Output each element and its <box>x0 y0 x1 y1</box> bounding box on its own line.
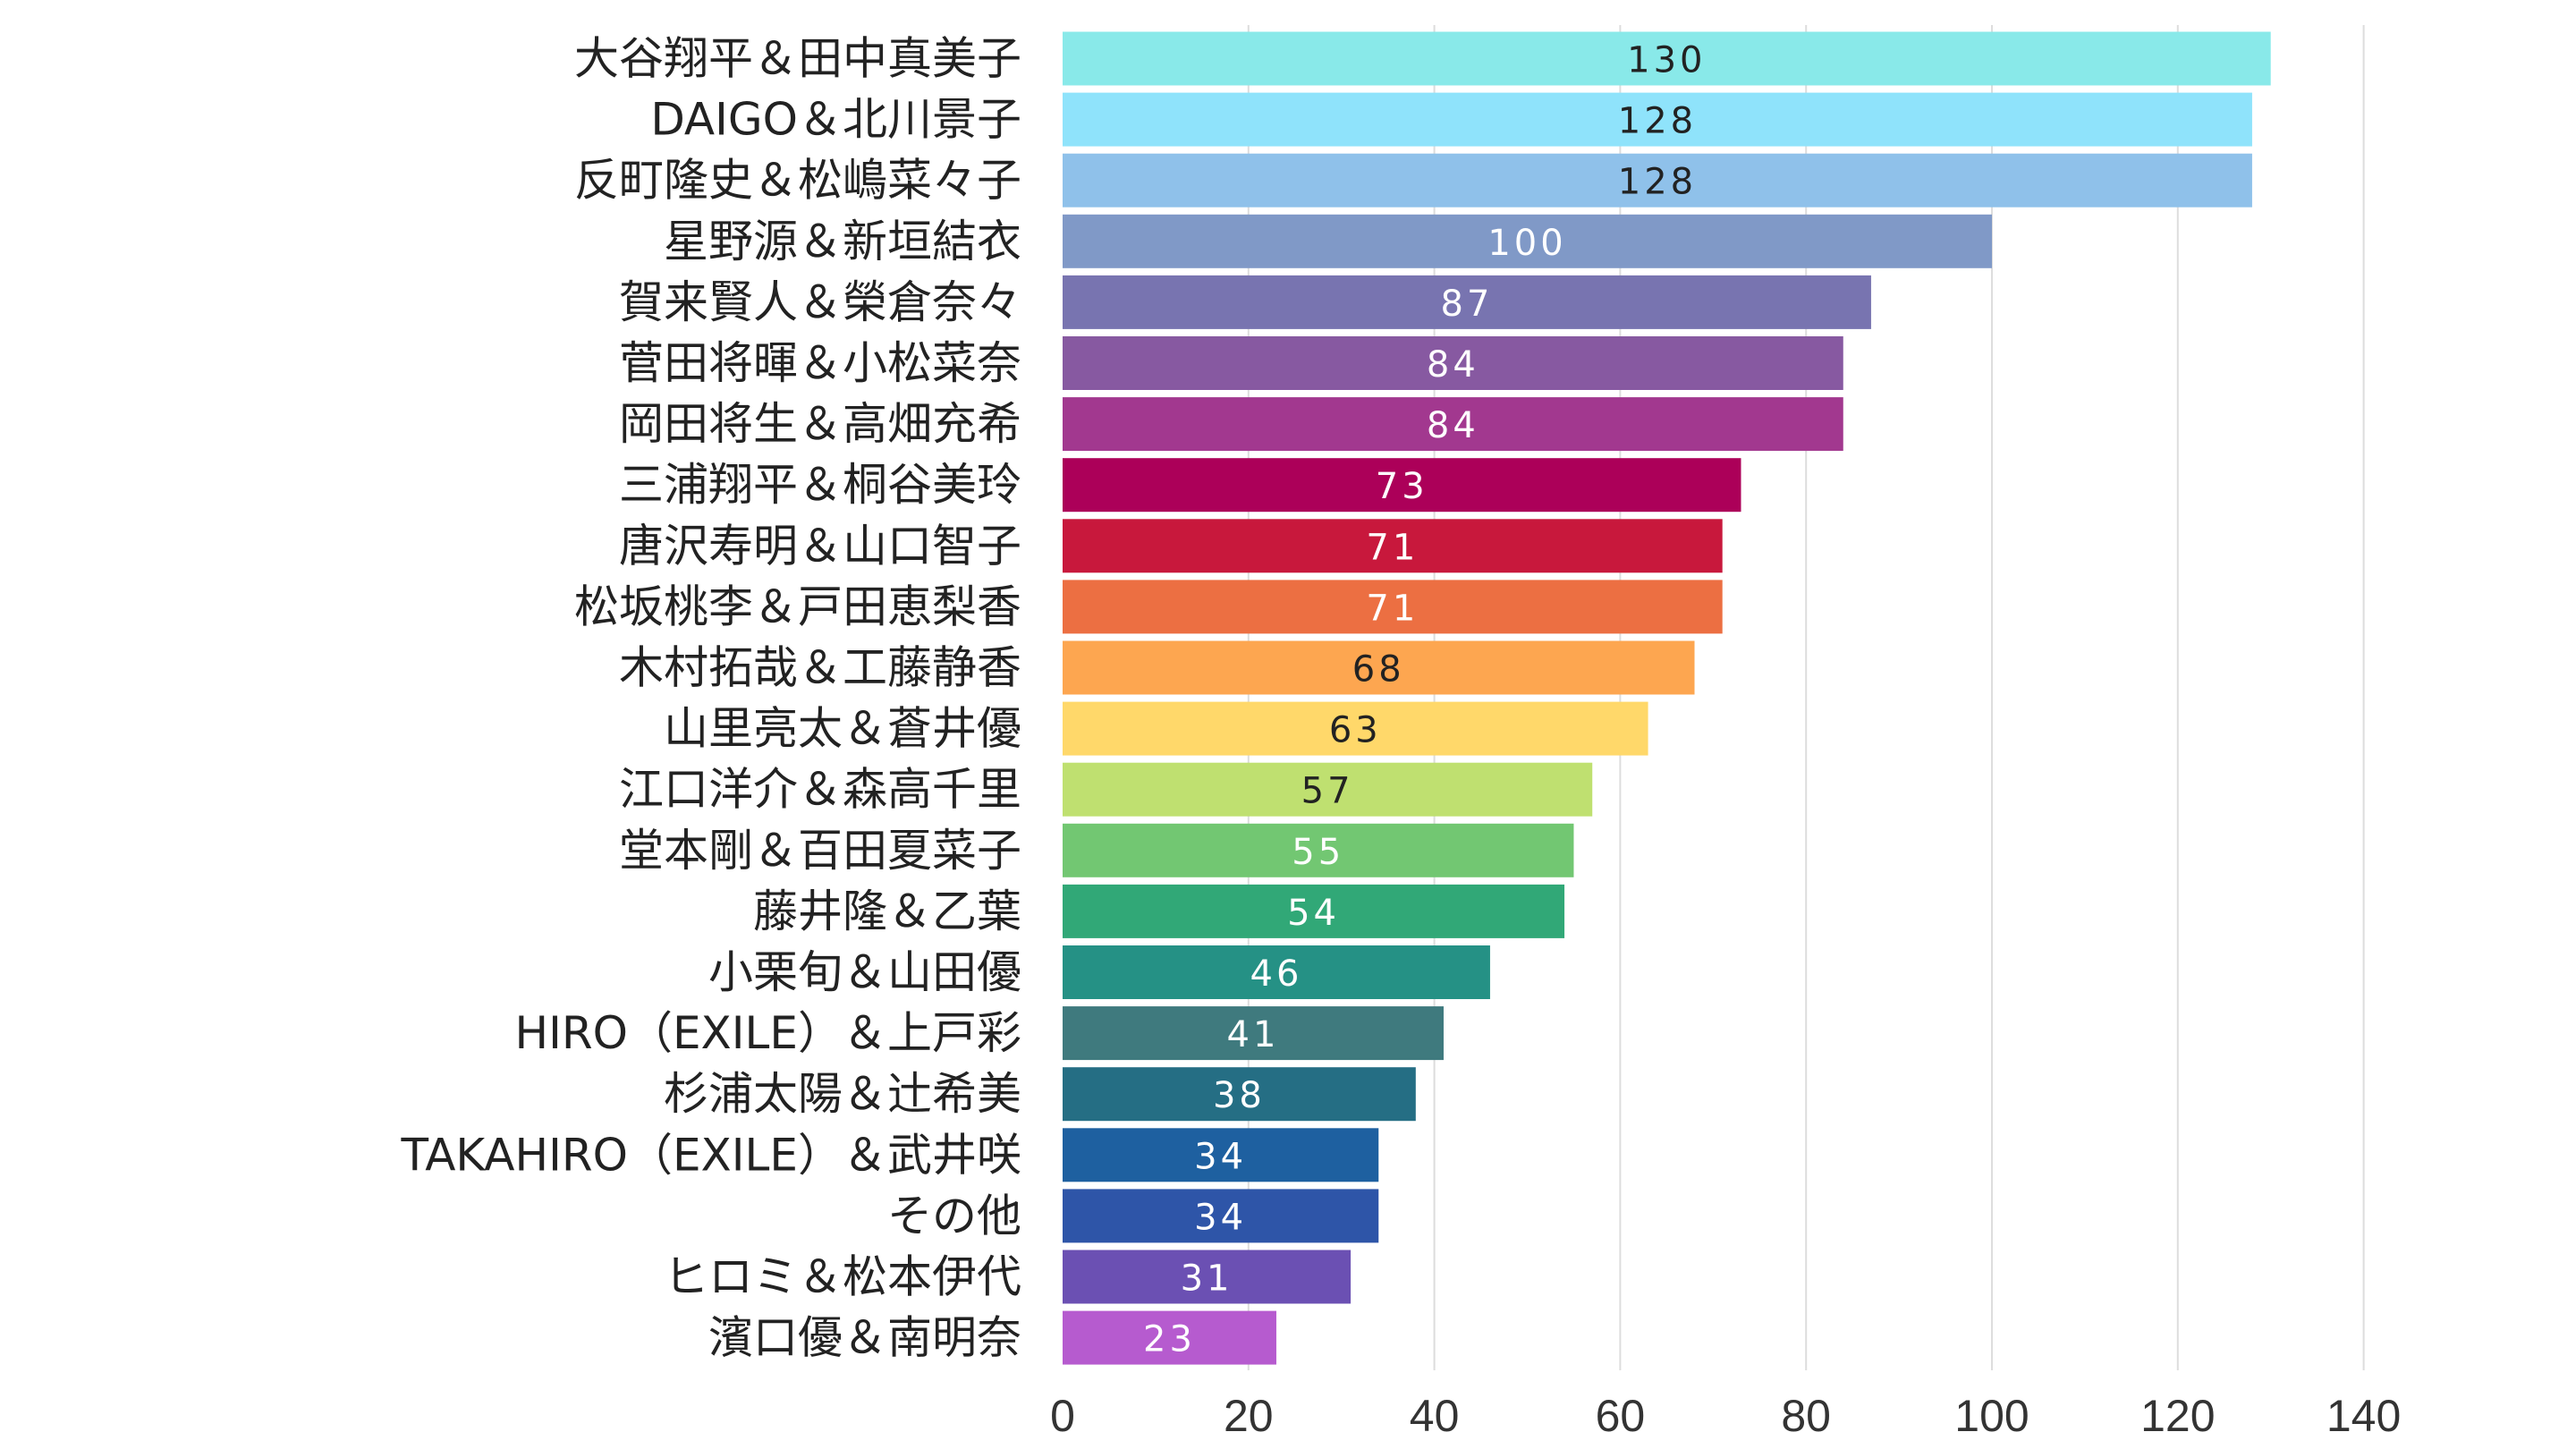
bar <box>1063 1067 1416 1122</box>
x-tick-label: 60 <box>1596 1391 1646 1441</box>
bar-value-label: 34 <box>1194 1136 1247 1177</box>
bar <box>1063 1189 1379 1243</box>
bar-value-label: 100 <box>1487 223 1566 264</box>
category-label: 松坂桃李＆戸田恵梨香 <box>574 580 1021 632</box>
bar <box>1063 336 1843 390</box>
bar-value-label: 57 <box>1301 771 1354 812</box>
bar-value-label: 31 <box>1181 1258 1233 1300</box>
category-label: 木村拓哉＆工藤静香 <box>619 642 1021 694</box>
bar <box>1063 458 1741 513</box>
bar <box>1063 1006 1444 1061</box>
bar-value-label: 34 <box>1194 1197 1247 1238</box>
bar-value-label: 71 <box>1366 527 1419 568</box>
category-label: 賀来賢人＆榮倉奈々 <box>619 276 1021 328</box>
bar-value-label: 41 <box>1227 1014 1280 1055</box>
bar <box>1063 1250 1352 1304</box>
category-label: TAKAHIRO（EXILE）＆武井咲 <box>401 1129 1021 1181</box>
category-label: 江口洋介＆森高千里 <box>619 764 1021 816</box>
x-tick-label: 120 <box>2140 1391 2215 1441</box>
category-label: 藤井隆＆乙葉 <box>753 886 1021 937</box>
category-label: 反町隆史＆松嶋菜々子 <box>574 155 1021 207</box>
category-label: 堂本剛＆百田夏菜子 <box>619 825 1021 877</box>
category-label: 濱口優＆南明奈 <box>708 1312 1021 1364</box>
bar <box>1063 640 1695 695</box>
category-label: 唐沢寿明＆山口智子 <box>619 520 1021 572</box>
bar-value-label: 87 <box>1441 284 1494 325</box>
bar <box>1063 762 1593 817</box>
category-label: 山里亮太＆蒼井優 <box>664 703 1021 755</box>
bar-value-label: 128 <box>1618 162 1697 203</box>
bar <box>1063 214 1992 268</box>
bar <box>1063 823 1574 877</box>
category-label: DAIGO＆北川景子 <box>650 94 1021 146</box>
bar <box>1063 397 1843 452</box>
bar <box>1063 519 1723 573</box>
bar-value-label: 55 <box>1292 832 1344 873</box>
bar <box>1063 153 2252 208</box>
bar <box>1063 701 1648 756</box>
bar-value-label: 84 <box>1427 344 1479 386</box>
bar-value-label: 38 <box>1213 1075 1266 1116</box>
x-tick-label: 20 <box>1224 1391 1274 1441</box>
x-tick-label: 0 <box>1050 1391 1075 1441</box>
bar <box>1063 92 2252 147</box>
x-tick-label: 140 <box>2326 1391 2401 1441</box>
category-label-layer: 大谷翔平＆田中真美子 DAIGO＆北川景子反町隆史＆松嶋菜々子星野源＆新垣結衣賀来… <box>401 33 1021 1364</box>
bar-value-label: 84 <box>1427 405 1479 446</box>
x-tick-label: 100 <box>1954 1391 2029 1441</box>
value-label-layer: 130 128 128 100 87 84 84 73 71 71 68 63 57 55 54 46 41 38… <box>1143 40 1706 1360</box>
bar <box>1063 1310 1276 1365</box>
category-label: 杉浦太陽＆辻希美 <box>664 1068 1021 1120</box>
category-label: ヒロミ＆松本伊代 <box>664 1251 1021 1303</box>
bar <box>1063 580 1723 634</box>
category-label: HIRO（EXILE）＆上戸彩 <box>515 1007 1021 1059</box>
bar-value-label: 54 <box>1287 893 1340 934</box>
bar-value-label: 128 <box>1618 101 1697 142</box>
bar <box>1063 945 1490 999</box>
x-tick-label: 80 <box>1781 1391 1831 1441</box>
category-label: 大谷翔平＆田中真美子 <box>574 33 1021 85</box>
bar <box>1063 275 1871 329</box>
category-label: 星野源＆新垣結衣 <box>664 216 1021 267</box>
x-axis-tick-layer: 0 20 40 60 80 100 120 140 <box>1050 1391 2401 1441</box>
bar-value-label: 68 <box>1352 649 1405 691</box>
category-label: 三浦翔平＆桐谷美玲 <box>619 459 1021 511</box>
category-label: 岡田将生＆高畑充希 <box>619 398 1021 450</box>
bar-value-label: 23 <box>1143 1319 1196 1360</box>
category-label: 小栗旬＆山田優 <box>708 946 1021 998</box>
category-label: その他 <box>887 1190 1021 1241</box>
x-tick-label: 40 <box>1410 1391 1460 1441</box>
bar <box>1063 1128 1379 1182</box>
bar-value-label: 73 <box>1376 466 1428 507</box>
category-label: 菅田将暉＆小松菜奈 <box>619 337 1021 389</box>
bar <box>1063 884 1565 938</box>
bar-layer <box>1063 31 2271 1365</box>
bar <box>1063 31 2271 86</box>
bar-value-label: 63 <box>1329 710 1382 751</box>
bar-value-label: 71 <box>1366 588 1419 629</box>
bar-value-label: 46 <box>1250 953 1303 995</box>
bar-value-label: 130 <box>1627 40 1706 81</box>
